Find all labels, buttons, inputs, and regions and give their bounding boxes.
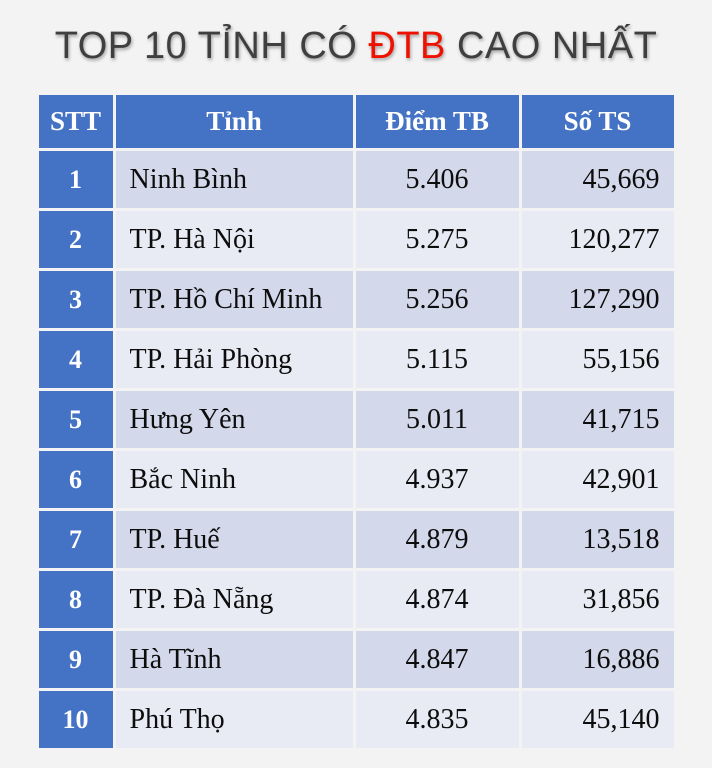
diem-tb-cell: 5.275: [355, 211, 519, 268]
so-ts-cell: 41,715: [521, 391, 674, 448]
so-ts-cell: 13,518: [521, 511, 674, 568]
table-row: 3 TP. Hồ Chí Minh 5.256 127,290: [38, 271, 674, 328]
tinh-cell: TP. Hồ Chí Minh: [115, 271, 353, 328]
title-suffix: CAO NHẤT: [445, 24, 658, 67]
so-ts-cell: 127,290: [521, 271, 674, 328]
diem-tb-cell: 4.874: [355, 571, 519, 628]
diem-tb-cell: 5.406: [355, 151, 519, 208]
header-diem-tb: Điểm TB: [355, 95, 519, 148]
stt-cell: 6: [38, 451, 113, 508]
diem-tb-cell: 4.879: [355, 511, 519, 568]
stt-cell: 7: [38, 511, 113, 568]
tinh-cell: Hưng Yên: [115, 391, 353, 448]
tinh-cell: Hà Tĩnh: [115, 631, 353, 688]
stt-cell: 5: [38, 391, 113, 448]
title-prefix: TOP 10 TỈNH CÓ: [54, 24, 369, 67]
stt-cell: 2: [38, 211, 113, 268]
table-row: 5 Hưng Yên 5.011 41,715: [38, 391, 674, 448]
stt-cell: 3: [38, 271, 113, 328]
title-highlight: ĐTB: [368, 24, 446, 67]
stt-cell: 4: [38, 331, 113, 388]
so-ts-cell: 120,277: [521, 211, 674, 268]
header-row: STT Tỉnh Điểm TB Số TS: [38, 95, 674, 148]
page-title-area: TOP 10 TỈNH CÓ ĐTB CAO NHẤT: [0, 0, 712, 92]
so-ts-cell: 42,901: [521, 451, 674, 508]
so-ts-cell: 45,669: [521, 151, 674, 208]
diem-tb-cell: 5.115: [355, 331, 519, 388]
tinh-cell: TP. Hải Phòng: [115, 331, 353, 388]
so-ts-cell: 31,856: [521, 571, 674, 628]
table-body: 1 Ninh Bình 5.406 45,669 2 TP. Hà Nội 5.275 120…: [38, 151, 674, 748]
header-so-ts: Số TS: [521, 95, 674, 148]
diem-tb-cell: 4.847: [355, 631, 519, 688]
header-tinh: Tỉnh: [115, 95, 353, 148]
stt-cell: 9: [38, 631, 113, 688]
tinh-cell: Phú Thọ: [115, 691, 353, 748]
table-row: 6 Bắc Ninh 4.937 42,901: [38, 451, 674, 508]
tinh-cell: Ninh Bình: [115, 151, 353, 208]
tinh-cell: TP. Hà Nội: [115, 211, 353, 268]
top10-table: STT Tỉnh Điểm TB Số TS 1 Ninh Bình 5.406 45…: [36, 92, 677, 751]
table-row: 8 TP. Đà Nẵng 4.874 31,856: [38, 571, 674, 628]
diem-tb-cell: 5.011: [355, 391, 519, 448]
table-row: 4 TP. Hải Phòng 5.115 55,156: [38, 331, 674, 388]
stt-cell: 10: [38, 691, 113, 748]
table-row: 7 TP. Huế 4.879 13,518: [38, 511, 674, 568]
so-ts-cell: 55,156: [521, 331, 674, 388]
table-header: STT Tỉnh Điểm TB Số TS: [38, 95, 674, 148]
tinh-cell: TP. Huế: [115, 511, 353, 568]
tinh-cell: Bắc Ninh: [115, 451, 353, 508]
table-row: 1 Ninh Bình 5.406 45,669: [38, 151, 674, 208]
page-title: TOP 10 TỈNH CÓ ĐTB CAO NHẤT: [55, 25, 658, 68]
diem-tb-cell: 4.835: [355, 691, 519, 748]
tinh-cell: TP. Đà Nẵng: [115, 571, 353, 628]
table-row: 10 Phú Thọ 4.835 45,140: [38, 691, 674, 748]
stt-cell: 8: [38, 571, 113, 628]
so-ts-cell: 16,886: [521, 631, 674, 688]
stt-cell: 1: [38, 151, 113, 208]
table-row: 9 Hà Tĩnh 4.847 16,886: [38, 631, 674, 688]
table-row: 2 TP. Hà Nội 5.275 120,277: [38, 211, 674, 268]
header-stt: STT: [38, 95, 113, 148]
diem-tb-cell: 5.256: [355, 271, 519, 328]
diem-tb-cell: 4.937: [355, 451, 519, 508]
so-ts-cell: 45,140: [521, 691, 674, 748]
